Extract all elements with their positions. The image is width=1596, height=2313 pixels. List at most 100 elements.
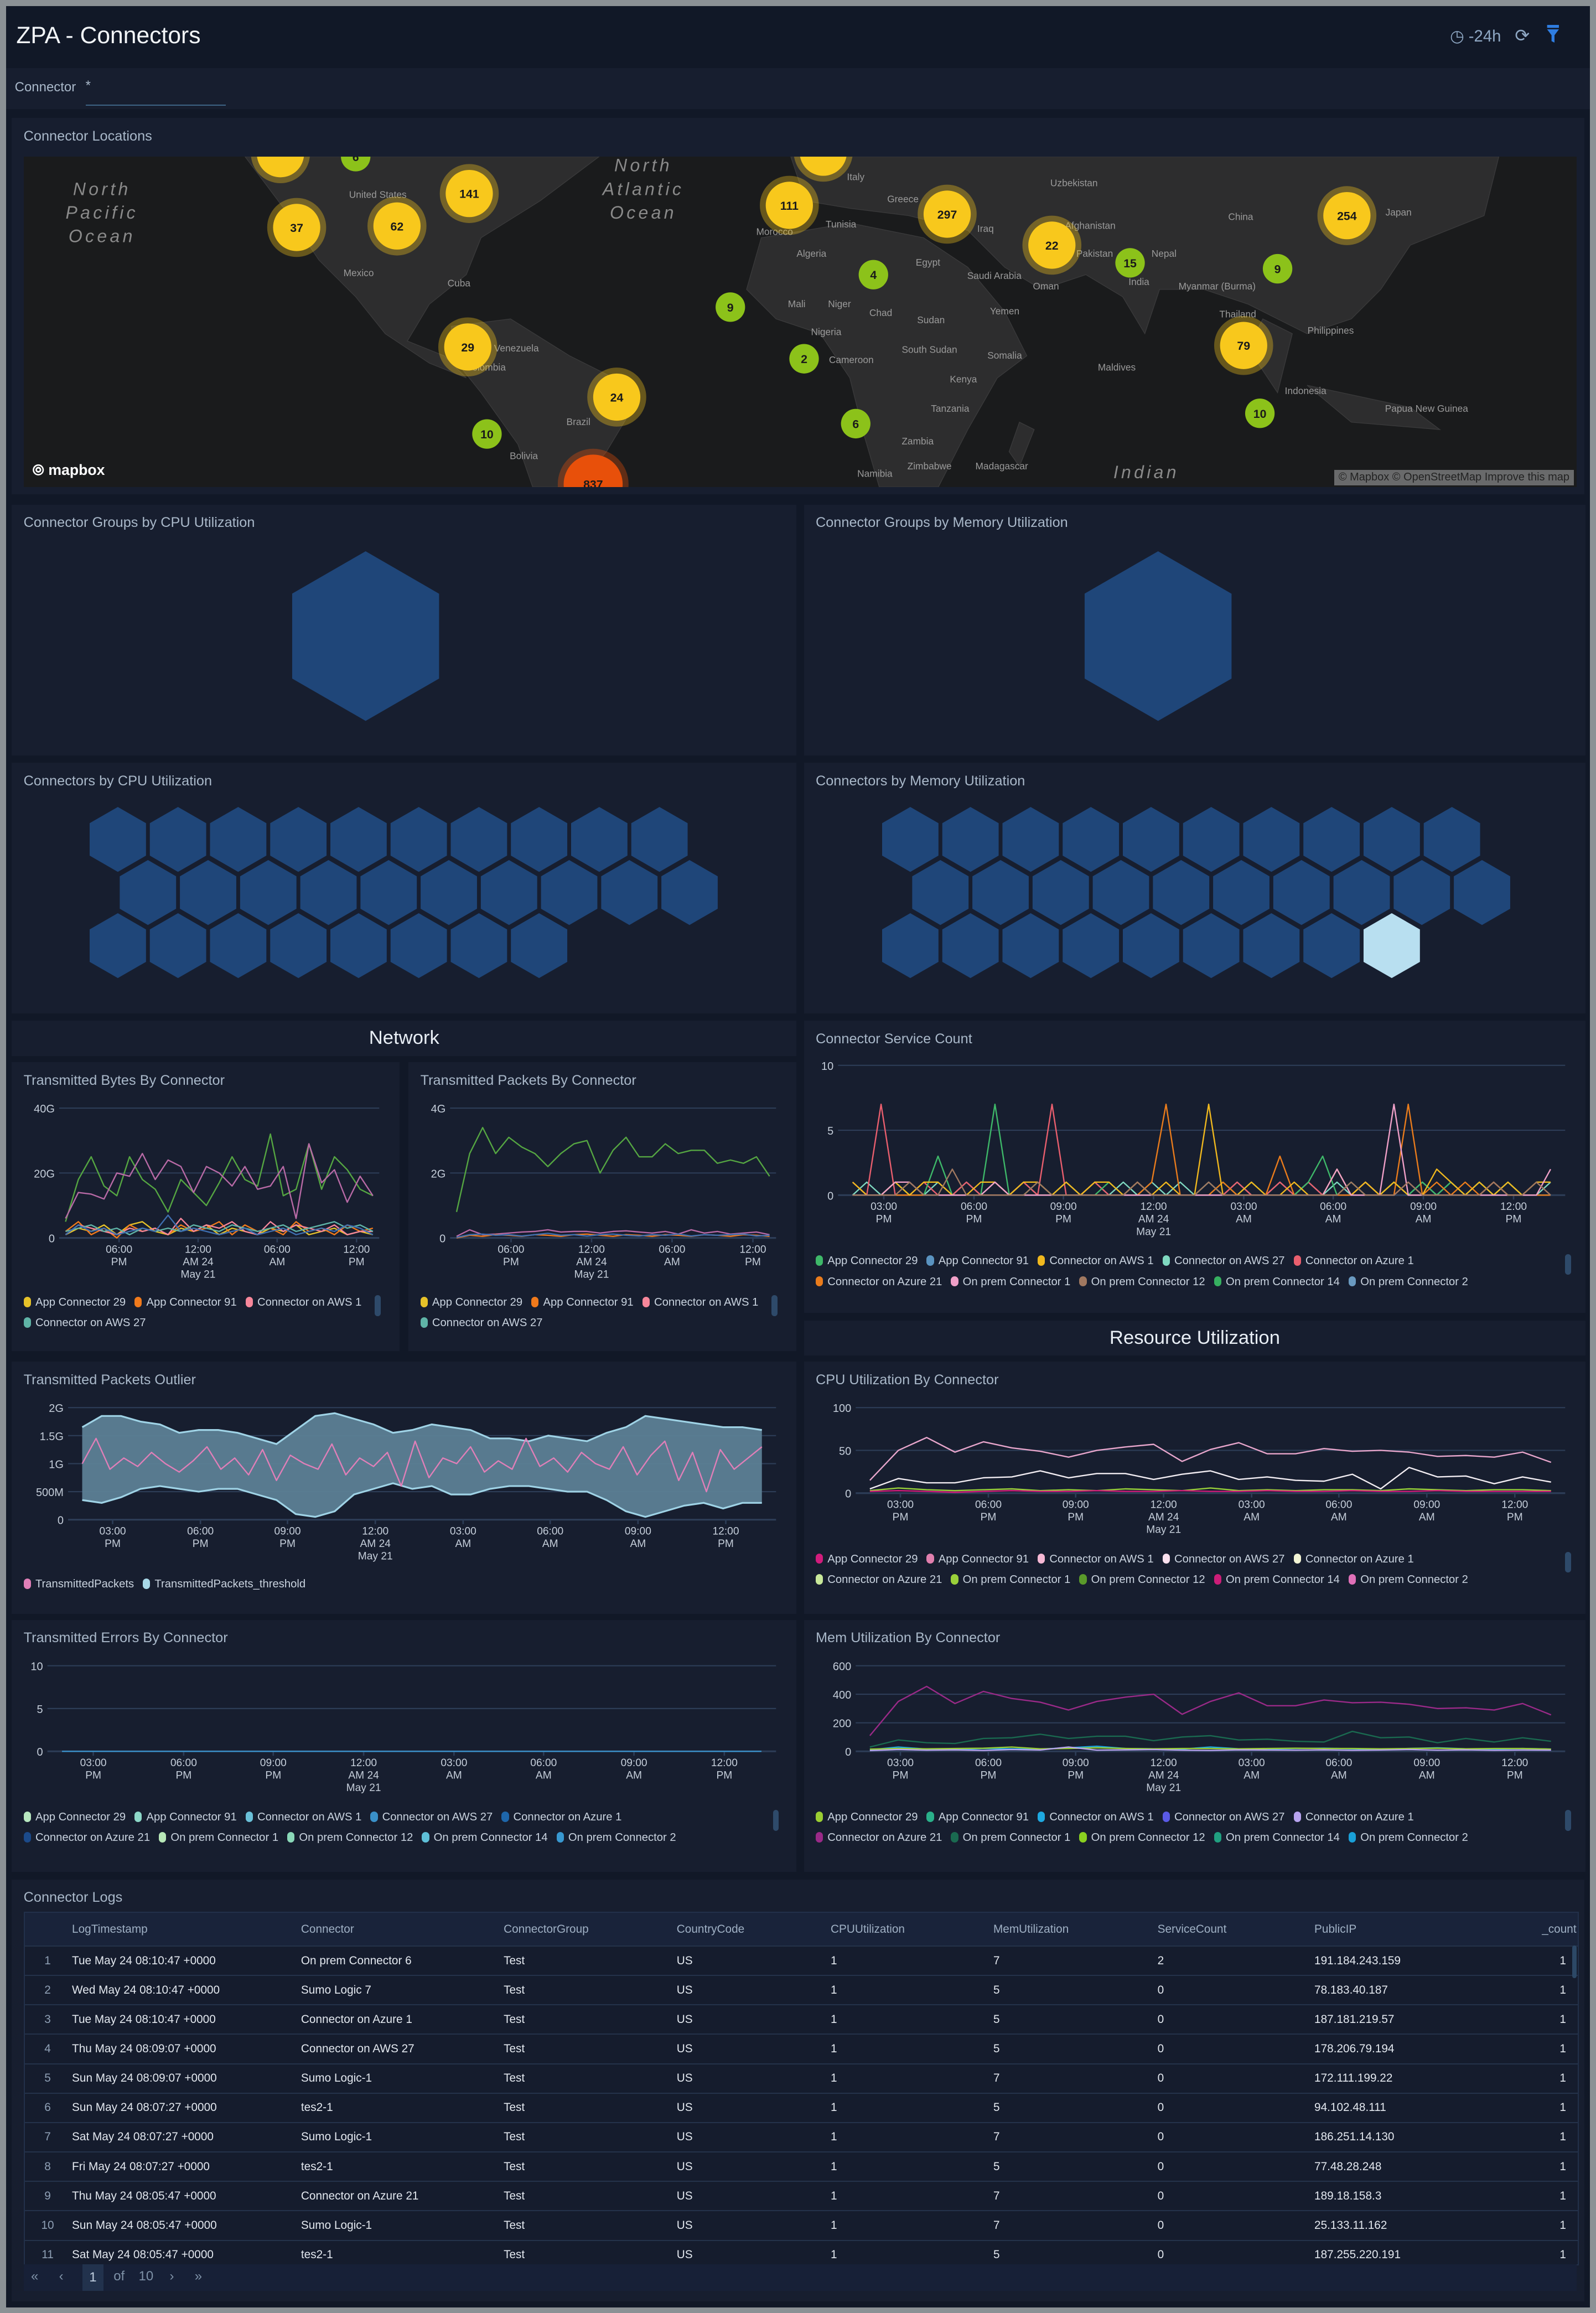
cluster-marker[interactable]: 9 [1262,253,1292,283]
honeycomb-cell[interactable] [1303,913,1360,979]
honeycomb-cell[interactable] [270,806,327,872]
series-line[interactable] [852,1103,1551,1196]
cluster-marker[interactable]: 10 [471,418,502,449]
prev-page-button[interactable]: ‹ [59,2269,64,2284]
honeycomb-cell[interactable] [330,806,387,872]
cluster-marker[interactable]: 6 [340,156,370,172]
cluster-marker[interactable]: 141 [439,163,499,223]
table-row[interactable]: 4 Thu May 24 08:09:07 +0000 Connector on A… [24,2033,1578,2064]
legend-item[interactable]: On prem Connector 12 [1079,1272,1205,1292]
honeycomb-cell[interactable] [150,806,206,872]
table-row[interactable]: 5 Sun May 24 08:09:07 +0000 Sumo Logic-1 Te… [24,2063,1578,2093]
honeycomb-cell[interactable] [1363,806,1420,872]
honeycomb-cell[interactable] [601,860,658,925]
legend-item[interactable]: App Connector 29 [815,1807,918,1828]
legend-item[interactable]: Connector on AWS 1 [245,1292,361,1313]
legend-item[interactable]: App Connector 91 [926,1549,1029,1570]
honeycomb-cell[interactable] [1183,806,1240,872]
cluster-marker[interactable] [251,156,310,183]
series-line[interactable] [81,1437,763,1492]
legend-item[interactable]: Connector on AWS 27 [370,1807,493,1828]
filter-icon[interactable] [1546,25,1561,47]
time-range-button[interactable]: ◷ -24h [1450,27,1501,46]
series-line[interactable] [869,1436,1551,1481]
legend-item[interactable]: Connector on AWS 27 [1162,1549,1285,1570]
legend-item[interactable]: Connector on Azure 21 [23,1828,150,1848]
column-header[interactable]: CountryCode [675,1913,830,1946]
legend-item[interactable]: App Connector 29 [23,1292,126,1313]
honeycomb-cell[interactable] [911,860,968,925]
legend-item[interactable]: On prem Connector 2 [1348,1570,1468,1590]
series-line[interactable] [455,1126,770,1212]
series-line[interactable] [64,1133,374,1222]
legend-item[interactable]: Connector on AWS 27 [1162,1251,1285,1271]
series-line[interactable] [869,1746,1551,1751]
honeycomb-cell[interactable] [1122,913,1179,979]
honeycomb-cell[interactable] [210,913,267,979]
cluster-marker[interactable]: 4 [858,260,888,289]
mapbox-logo[interactable]: ⦾ mapbox [32,462,105,479]
legend-item[interactable]: On prem Connector 2 [556,1828,676,1848]
legend-item[interactable]: TransmittedPackets_threshold [143,1574,305,1595]
honeycomb-cell[interactable] [210,806,267,872]
honeycomb-cell[interactable] [1453,860,1510,925]
honeycomb-cell[interactable] [1363,913,1420,979]
legend-item[interactable]: Connector on Azure 21 [815,1828,942,1848]
legend-item[interactable]: Connector on Azure 1 [1293,1807,1414,1828]
table-row[interactable]: 8 Fri May 24 08:07:27 +0000 tes2-1 Test US 1 5… [24,2151,1578,2182]
legend-item[interactable]: On prem Connector 14 [422,1828,548,1848]
series-line[interactable] [852,1168,1551,1196]
legend-item[interactable]: On prem Connector 1 [951,1828,1070,1848]
series-line[interactable] [869,1466,1551,1489]
honeycomb-cell[interactable] [1062,913,1119,979]
honeycomb-cell[interactable] [1183,913,1240,979]
legend-item[interactable]: On prem Connector 14 [1214,1272,1340,1292]
column-header[interactable]: ServiceCount [1155,1913,1313,1946]
honeycomb-cell[interactable] [1084,551,1232,721]
series-line[interactable] [456,1232,770,1238]
honeycomb-cell[interactable] [1423,806,1480,872]
cluster-marker[interactable]: 837 [557,448,629,487]
honeycomb-cell[interactable] [1002,913,1059,979]
cluster-marker[interactable]: 111 [759,175,819,235]
honeycomb-cell[interactable] [292,551,439,721]
honeycomb-cell[interactable] [150,913,206,979]
honeycomb-cell[interactable] [450,913,507,979]
legend-item[interactable]: TransmittedPackets [23,1574,134,1595]
honeycomb-cell[interactable] [511,806,568,872]
legend-item[interactable]: App Connector 91 [134,1807,237,1828]
honeycomb-cell[interactable] [1273,860,1330,925]
cluster-marker[interactable]: 29 [438,317,498,376]
table-row[interactable]: 10 Sun May 24 08:05:47 +0000 Sumo Logic-1 T… [24,2210,1578,2240]
legend-item[interactable]: On prem Connector 2 [1348,1828,1468,1848]
table-row[interactable]: 7 Sat May 24 08:07:27 +0000 Sumo Logic-1 Te… [24,2121,1578,2152]
table-row[interactable]: 1 Tue May 24 08:10:47 +0000 On prem Connec… [24,1945,1578,1976]
honeycomb-cell[interactable] [1002,806,1059,872]
more-vertical-icon[interactable]: ⋮ [1583,24,1590,45]
legend-scrollbar[interactable] [1564,1551,1571,1573]
cluster-marker[interactable]: 22 [1022,215,1081,275]
table-row[interactable]: 9 Thu May 24 08:05:47 +0000 Connector on A… [24,2181,1578,2211]
map-attribution[interactable]: © Mapbox © OpenStreetMap Improve this ma… [1334,469,1574,485]
legend-item[interactable]: Connector on AWS 1 [642,1292,758,1313]
series-line[interactable] [869,1487,1551,1492]
cluster-marker[interactable]: 79 [1214,315,1273,375]
cluster-marker[interactable]: 297 [917,184,977,244]
honeycomb-cell[interactable] [1092,860,1149,925]
legend-item[interactable]: Connector on AWS 1 [1038,1251,1154,1271]
cluster-marker[interactable]: 37 [267,198,327,257]
cluster-marker[interactable]: 6 [841,408,870,438]
legend-item[interactable]: Connector on Azure 1 [501,1807,621,1828]
cluster-marker[interactable]: 2 [789,344,819,374]
cluster-marker[interactable] [794,156,853,182]
honeycomb-cell[interactable] [541,860,598,925]
page-number-input[interactable]: 1 [82,2264,103,2291]
legend-item[interactable]: App Connector 91 [926,1807,1029,1828]
series-line[interactable] [869,1489,1551,1493]
series-line[interactable] [869,1746,1551,1750]
series-line[interactable] [869,1730,1551,1748]
honeycomb-cell[interactable] [631,806,688,872]
legend-scrollbar[interactable] [1564,1810,1571,1831]
legend-item[interactable]: Connector on AWS 27 [23,1313,146,1333]
column-header[interactable]: ConnectorGroup [502,1913,676,1946]
